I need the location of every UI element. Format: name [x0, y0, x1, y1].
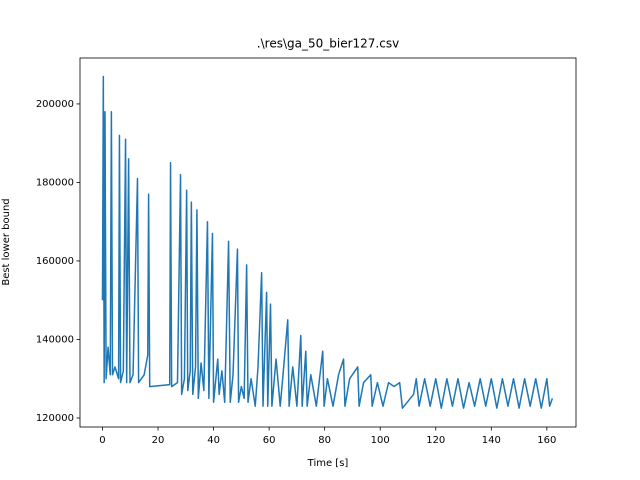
- y-tick-label: 120000: [36, 413, 74, 424]
- x-tick-label: 60: [263, 435, 276, 446]
- y-axis-label: Best lower bound: [1, 198, 12, 285]
- y-tick-label: 160000: [36, 256, 74, 267]
- x-tick-label: 160: [537, 435, 556, 446]
- x-tick-label: 140: [482, 435, 501, 446]
- y-tick-label: 180000: [36, 177, 74, 188]
- x-tick-label: 80: [318, 435, 331, 446]
- y-tick-label: 140000: [36, 334, 74, 345]
- x-tick-label: 120: [426, 435, 445, 446]
- x-tick-label: 100: [371, 435, 390, 446]
- chart-title: .\res\ga_50_bier127.csv: [257, 37, 399, 51]
- x-axis-label: Time [s]: [307, 458, 349, 469]
- plot-frame: [79, 57, 577, 428]
- x-tick-label: 0: [99, 435, 105, 446]
- y-tick-label: 200000: [36, 99, 74, 110]
- x-tick-label: 40: [207, 435, 220, 446]
- x-tick-label: 20: [152, 435, 165, 446]
- data-line: [101, 75, 554, 409]
